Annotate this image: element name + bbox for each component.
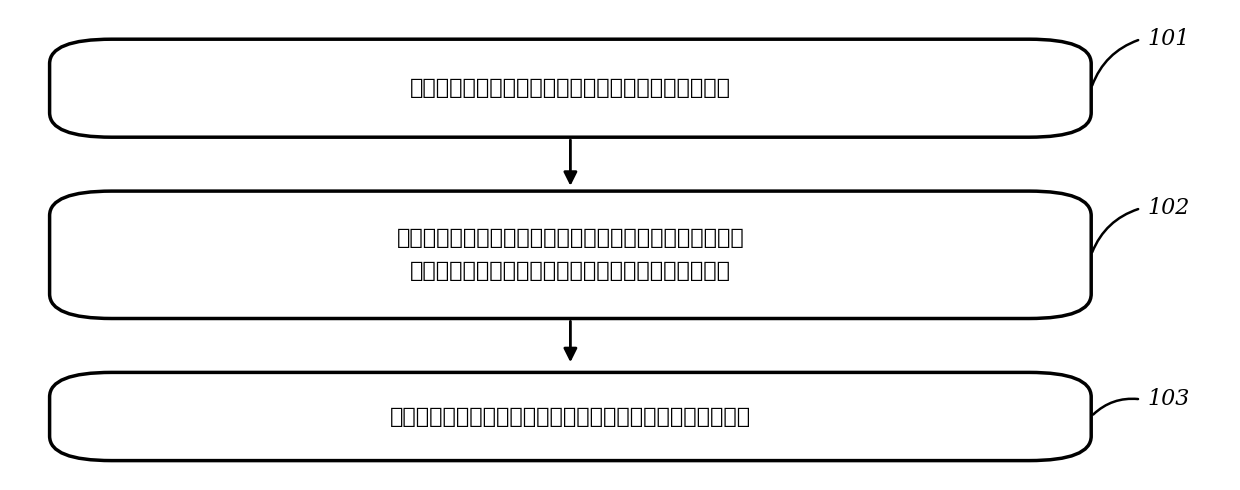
Text: 根据所述故障等级，执行与所述楙障等级对应的预设处理机制: 根据所述故障等级，执行与所述楙障等级对应的预设处理机制	[389, 407, 751, 426]
FancyBboxPatch shape	[50, 372, 1091, 461]
Text: 检测集成控制器上获得的直流母线电压是否为正常状态: 检测集成控制器上获得的直流母线电压是否为正常状态	[410, 78, 730, 98]
Text: 若通过集成控制器获得的直流母线电压不为正常状态，根据
与直流母线连接的多个部件的工作参数，确定故障等级: 若通过集成控制器获得的直流母线电压不为正常状态，根据 与直流母线连接的多个部件的…	[397, 228, 744, 281]
Text: 102: 102	[1147, 197, 1189, 219]
Text: 103: 103	[1147, 389, 1189, 410]
Text: 101: 101	[1147, 28, 1189, 50]
FancyBboxPatch shape	[50, 39, 1091, 137]
FancyBboxPatch shape	[50, 191, 1091, 318]
